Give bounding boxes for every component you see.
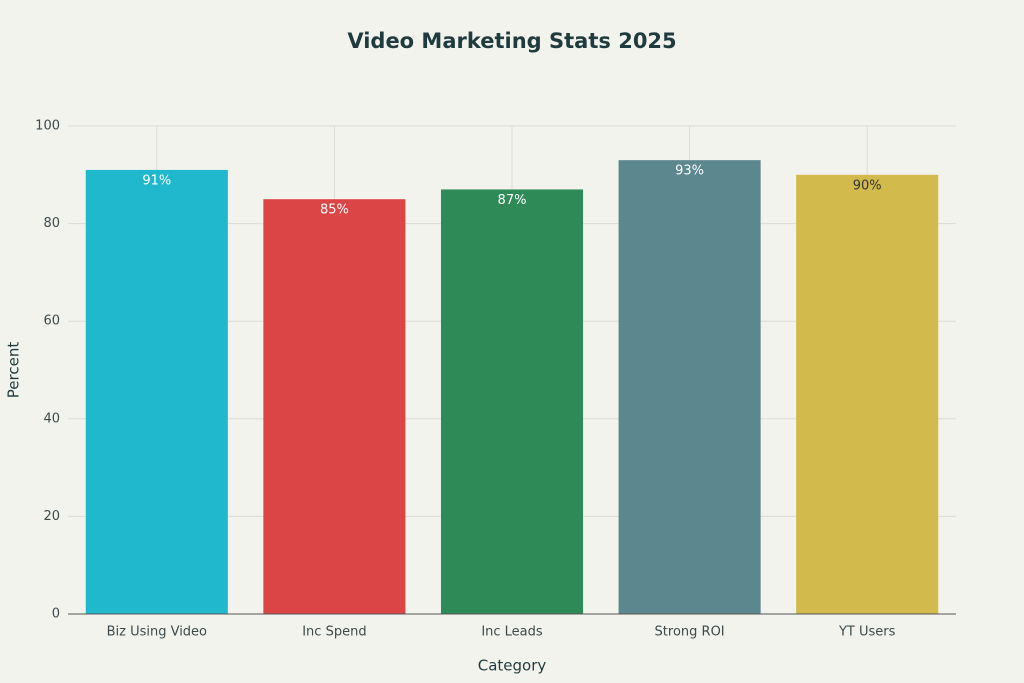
y-tick-label: 0 xyxy=(52,607,60,622)
y-tick-label: 60 xyxy=(43,314,60,329)
y-tick-label: 100 xyxy=(35,119,60,134)
bar xyxy=(263,199,406,614)
value-label: 90% xyxy=(853,178,882,193)
bar xyxy=(796,174,939,615)
chart-title: Video Marketing Stats 2025 xyxy=(347,29,676,53)
x-axis-title: Category xyxy=(478,657,547,675)
x-tick-label: Strong ROI xyxy=(655,625,725,640)
y-axis-title: Percent xyxy=(5,342,23,399)
bar xyxy=(85,169,228,615)
x-tick-label: Inc Leads xyxy=(481,625,543,640)
value-label: 85% xyxy=(320,203,349,218)
x-tick-label: Inc Spend xyxy=(302,625,366,640)
y-tick-label: 40 xyxy=(43,411,60,426)
bar xyxy=(440,189,584,614)
value-label: 91% xyxy=(142,173,171,188)
bar xyxy=(618,160,761,614)
value-label: 87% xyxy=(498,193,527,208)
x-tick-label: YT Users xyxy=(838,625,896,640)
value-label: 93% xyxy=(675,164,704,179)
y-tick-label: 20 xyxy=(43,509,60,524)
x-tick-label: Biz Using Video xyxy=(107,625,207,640)
y-tick-label: 80 xyxy=(43,216,60,231)
